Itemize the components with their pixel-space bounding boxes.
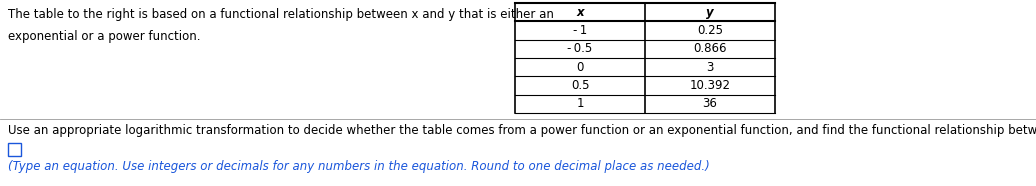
Text: 10.392: 10.392	[690, 79, 730, 92]
Text: y: y	[707, 6, 714, 19]
Text: exponential or a power function.: exponential or a power function.	[8, 30, 201, 43]
Text: 0.866: 0.866	[693, 42, 726, 55]
Text: The table to the right is based on a functional relationship between x and y tha: The table to the right is based on a fun…	[8, 8, 554, 21]
Text: 1: 1	[576, 97, 583, 110]
Text: 0.5: 0.5	[571, 79, 589, 92]
Text: 0: 0	[576, 61, 583, 74]
Text: - 0.5: - 0.5	[568, 42, 593, 55]
Text: (Type an equation. Use integers or decimals for any numbers in the equation. Rou: (Type an equation. Use integers or decim…	[8, 160, 710, 173]
Text: - 1: - 1	[573, 24, 587, 37]
Text: 36: 36	[702, 97, 718, 110]
Text: 0.25: 0.25	[697, 24, 723, 37]
Bar	[8, 143, 21, 156]
Text: x: x	[576, 6, 584, 19]
Text: 3: 3	[707, 61, 714, 74]
Text: Use an appropriate logarithmic transformation to decide whether the table comes : Use an appropriate logarithmic transform…	[8, 124, 1036, 137]
